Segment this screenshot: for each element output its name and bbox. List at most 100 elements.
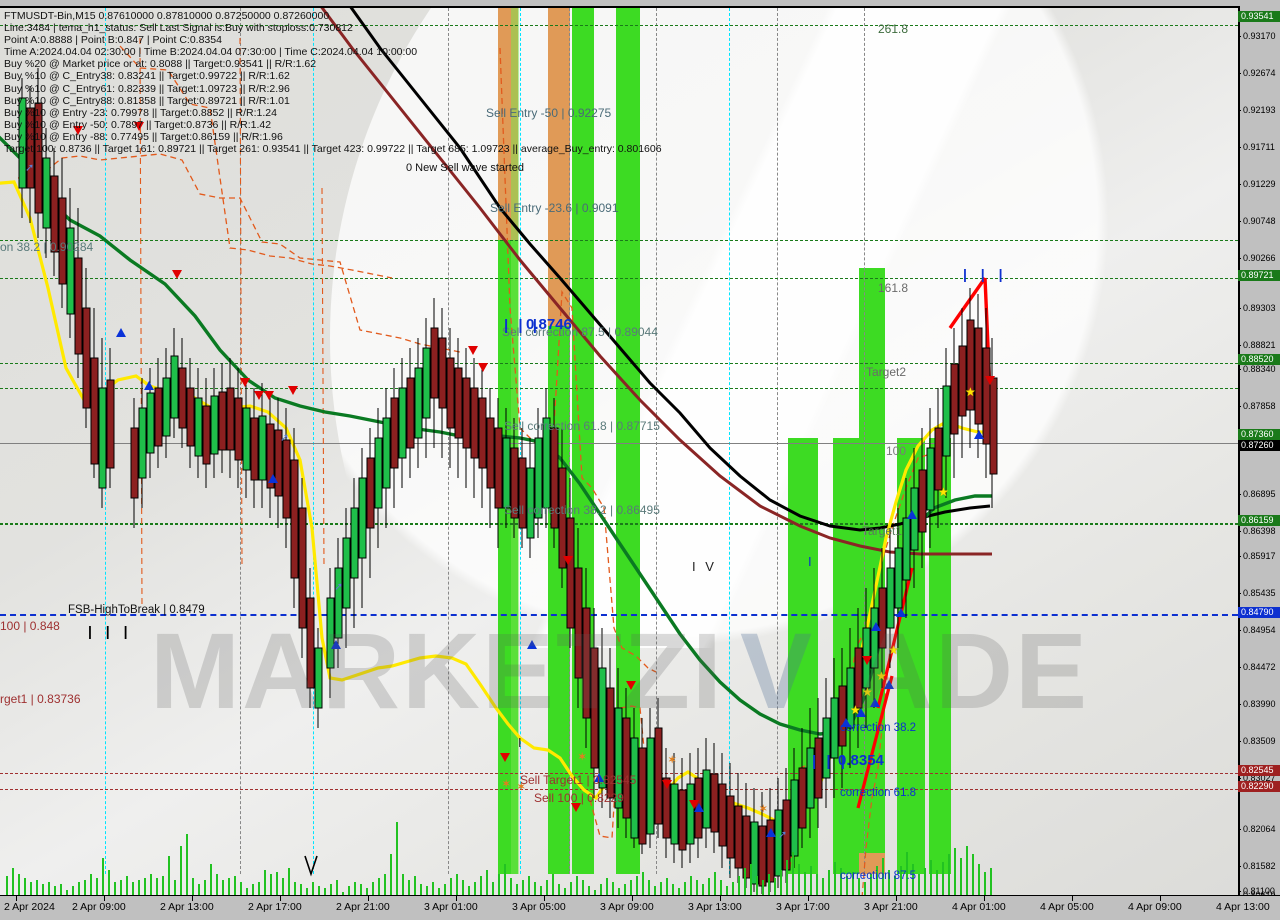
watermark-text-tail: ADE — [855, 610, 1090, 731]
fractal-x-marker: ✶ — [578, 752, 587, 763]
price-tick: 0.86398 — [1238, 526, 1280, 537]
buy-arrow-marker — [694, 803, 704, 812]
correction-875-label: correction 87.5 — [840, 870, 917, 882]
sell-arrow-marker — [288, 386, 298, 395]
arrow-pointer-icon: ➚ — [25, 162, 35, 174]
buy-arrow-marker — [841, 718, 851, 727]
buy-arrow-marker — [331, 640, 341, 649]
price-8354-label: 0.8354 — [838, 752, 884, 769]
price-tick: 0.82064 — [1238, 824, 1280, 835]
correction-382-label: correction 38.2 — [840, 722, 917, 734]
header-line-symbol: FTMUSDT-Bin,M15 0.87610000 0.87810000 0.… — [4, 10, 330, 22]
fractal-x-marker: ✶ — [517, 782, 526, 793]
wave-label-i: I — [808, 554, 812, 569]
price-tick: 0.84472 — [1238, 662, 1280, 673]
new-sell-wave-label: 0 New Sell wave started — [406, 162, 524, 174]
time-tick-mark — [104, 896, 105, 901]
signal-star-marker: ★ — [862, 685, 873, 699]
time-tick-label: 2 Apr 17:00 — [248, 901, 302, 913]
fractal-x-marker: ✶ — [759, 804, 768, 815]
header-line-buy-e50: Buy %10 @ Entry -50: 0.7897 || Target:0.… — [4, 118, 272, 131]
chart-plot-area[interactable]: ★ ★ ★ ★ ★ ★ ➚ ➚ ➚ ➚ ✶ ✶ ✶ ✶ ✶ 261.8 161.… — [0, 6, 1238, 898]
price-8746-label: 0.8746 — [526, 316, 572, 333]
sell-target1-label: Sell Target1 | 0.82545 — [520, 773, 637, 787]
arrow-pointer-icon: ➚ — [334, 581, 344, 593]
fractal-x-marker: ✶ — [502, 779, 511, 790]
header-line-times: Time A:2024.04.04 02:30:00 | Time B:2024… — [4, 46, 418, 59]
wave-marks-right: | | | — [963, 266, 1008, 282]
session-divider — [777, 8, 778, 874]
sell-correction-382-label: Sell correction 38.2 | 0.86495 — [504, 503, 660, 517]
time-tick-mark — [720, 896, 721, 901]
price-tag-target100: 0.87360 — [1238, 429, 1280, 440]
price-tick: 0.87858 — [1238, 401, 1280, 412]
arrow-pointer-icon: ➚ — [778, 829, 788, 841]
sell-correction-875-level — [0, 240, 1238, 241]
header-line-buy-e88: Buy %10 @ Entry -88: 0.77495 || Target:0… — [4, 130, 283, 143]
time-tick-mark — [456, 896, 457, 901]
time-scale[interactable]: 2 Apr 2024 2 Apr 09:00 2 Apr 13:00 2 Apr… — [0, 895, 1280, 920]
price-tick: 0.92193 — [1238, 105, 1280, 116]
signal-star-marker: ★ — [876, 669, 887, 683]
buy-arrow-marker — [268, 474, 278, 483]
wave-marks-8746: | | | — [504, 317, 540, 334]
price-scale[interactable]: 0.93170 0.92674 0.92193 0.91711 0.91229 … — [1238, 6, 1280, 900]
header-line-status: Line:3484 | tema_h1_status: Sell Last Si… — [4, 22, 353, 35]
signal-star-marker: ★ — [965, 385, 976, 399]
target2-label: Target2 — [866, 365, 907, 379]
time-tick-label: 3 Apr 17:00 — [776, 901, 830, 913]
header-line-points: Point A:0.8888 | Point B:0.847 | Point C… — [4, 34, 222, 47]
sell-100-label: Sell 100 | 0.8229 — [534, 791, 624, 805]
sell-arrow-marker — [500, 753, 510, 762]
sell-entry-50-label: Sell Entry -50 | 0.92275 — [486, 106, 612, 120]
time-tick-label: 2 Apr 21:00 — [336, 901, 390, 913]
time-tick-mark — [896, 896, 897, 901]
watermark-text: MARKETZI — [150, 610, 724, 731]
sell-arrow-marker — [478, 363, 488, 372]
price-tick: 0.84954 — [1238, 625, 1280, 636]
price-tick: 0.83509 — [1238, 736, 1280, 747]
price-tick: 0.88340 — [1238, 364, 1280, 375]
buy-arrow-marker — [144, 381, 154, 390]
price-tick: 0.85435 — [1238, 588, 1280, 599]
time-tick-label: 3 Apr 09:00 — [600, 901, 654, 913]
buy-arrow-marker — [116, 328, 126, 337]
sell-arrow-marker — [254, 391, 264, 400]
price-tag-fib-261: 0.93541 — [1238, 11, 1280, 22]
time-tick-label: 4 Apr 05:00 — [1040, 901, 1094, 913]
buy-arrow-marker — [766, 828, 776, 837]
time-tick-mark — [984, 896, 985, 901]
price-tick: 0.86895 — [1238, 489, 1280, 500]
price-tick: 0.88821 — [1238, 340, 1280, 351]
sell-arrow-marker — [626, 681, 636, 690]
sell-arrow-marker — [134, 122, 144, 131]
wave-marks-left: | | | — [88, 623, 133, 639]
correction-618-label: correction 61.8 — [840, 787, 917, 799]
time-tick-label: 3 Apr 05:00 — [512, 901, 566, 913]
fib-level-target2 — [0, 363, 1238, 364]
time-tick-mark — [1072, 896, 1073, 901]
time-tick-label: 3 Apr 21:00 — [864, 901, 918, 913]
sell-arrow-marker — [172, 270, 182, 279]
signal-star-marker: ★ — [938, 485, 949, 499]
time-tick-label: 4 Apr 13:00 — [1216, 901, 1270, 913]
time-tick-label: 4 Apr 09:00 — [1128, 901, 1182, 913]
price-tick: 0.90266 — [1238, 253, 1280, 264]
header-line-targets: Target 100: 0.8736 || Target 161: 0.8972… — [4, 143, 662, 156]
buy-arrow-marker — [594, 773, 604, 782]
sell-arrow-marker — [571, 803, 581, 812]
fib-161-label: 161.8 — [878, 281, 909, 295]
sell-arrow-marker — [985, 376, 995, 385]
price-tick: 0.90748 — [1238, 216, 1280, 227]
time-tick-label: 2 Apr 13:00 — [160, 901, 214, 913]
price-tick: 0.83027 — [1238, 773, 1280, 784]
fractal-x-marker: ✶ — [668, 755, 677, 766]
wave-label-iv: I V — [692, 559, 717, 574]
time-tick-label: 2 Apr 2024 — [4, 901, 55, 913]
sell-entry-236-label: Sell Entry -23.6 | 0.9091 — [490, 201, 619, 215]
time-tick-mark — [808, 896, 809, 901]
sell-100-level — [0, 789, 1238, 790]
fib-level-161 — [0, 278, 1238, 279]
price-tag-target1: 0.86159 — [1238, 515, 1280, 526]
